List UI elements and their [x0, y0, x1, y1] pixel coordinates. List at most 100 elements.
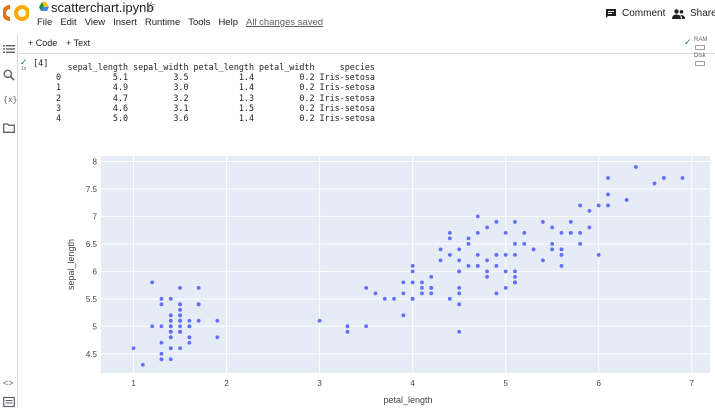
scatter-point [187, 318, 192, 323]
variables-icon[interactable]: {x} [3, 95, 18, 104]
scatter-point [317, 318, 322, 323]
scatter-point [596, 203, 601, 208]
table-cell: 3.2 [173, 92, 189, 103]
table-cell: Iris-setosa [319, 113, 375, 124]
scatter-point [447, 296, 452, 301]
scatter-point [578, 203, 583, 208]
folder-icon[interactable] [3, 122, 15, 134]
scatter-point [401, 291, 406, 296]
table-cell: Iris-setosa [319, 72, 375, 83]
y-tick-label: 8 [93, 157, 98, 166]
scatter-point [540, 220, 545, 224]
add-code-button[interactable]: + Code [28, 38, 58, 48]
scatter-point [215, 318, 220, 323]
share-button[interactable]: Share [672, 8, 715, 19]
save-status[interactable]: All changes saved [245, 17, 324, 28]
scatter-point [178, 346, 182, 351]
menu-insert[interactable]: Insert [113, 17, 137, 28]
scatter-point [475, 252, 480, 257]
exec-time: 1s [21, 66, 27, 72]
scatter-point [345, 324, 350, 329]
search-icon[interactable] [3, 69, 15, 81]
scatter-point [401, 313, 406, 318]
notebook-title[interactable]: scatterchart.ipynb [51, 0, 154, 15]
scatter-point [178, 302, 182, 307]
scatter-point [457, 269, 462, 274]
scatter-point [150, 280, 155, 285]
run-status-check-icon[interactable]: ✓ [20, 57, 28, 67]
table-of-contents-icon[interactable] [3, 43, 15, 55]
scatter-point [159, 357, 164, 362]
menu-tools[interactable]: Tools [188, 17, 211, 28]
menu-file[interactable]: File [37, 17, 53, 28]
colab-logo-icon[interactable] [3, 4, 29, 22]
comment-button[interactable]: Comment [605, 8, 665, 19]
table-row: 0 5.1 3.5 1.4 0.2 Iris-setosa [56, 72, 380, 82]
scatter-point [513, 269, 517, 274]
command-palette-icon[interactable] [3, 396, 15, 408]
scatter-point [187, 324, 192, 329]
comment-icon [606, 9, 616, 18]
add-text-button[interactable]: + Text [66, 38, 91, 48]
menu-help[interactable]: Help [218, 17, 238, 28]
table-cell: 1.4 [238, 82, 255, 93]
scatter-point [457, 329, 462, 334]
row-index: 1 [56, 82, 62, 93]
scatter-point [410, 280, 415, 285]
scatter-point [568, 220, 573, 224]
scatter-point [503, 285, 508, 290]
scatter-point [485, 269, 489, 274]
scatter-point [392, 296, 396, 301]
scatter-point [494, 263, 499, 268]
scatter-point [196, 302, 201, 307]
scatter-point [410, 296, 415, 301]
scatter-point [457, 291, 462, 296]
scatter-point [624, 198, 629, 202]
scatter-point [159, 302, 164, 307]
plot-background [101, 156, 710, 373]
drive-icon [39, 2, 49, 11]
y-tick-label: 6 [93, 267, 98, 276]
star-icon[interactable]: ☆ [146, 0, 157, 13]
scatter-point [373, 291, 378, 296]
column-header: sepal_length [67, 62, 129, 72]
scatter-point [680, 176, 685, 180]
scatter-point [513, 280, 517, 285]
scatter-point [178, 318, 182, 323]
table-cell: 3.5 [173, 72, 189, 83]
table-cell: Iris-setosa [319, 82, 375, 93]
menu-edit[interactable]: Edit [60, 17, 77, 28]
row-index: 3 [56, 102, 62, 113]
scatter-point [196, 318, 201, 323]
table-cell: 0.2 [299, 92, 315, 103]
scatter-point [168, 313, 173, 318]
table-row: 4 5.0 3.6 1.4 0.2 Iris-setosa [56, 113, 380, 123]
scatter-point [410, 269, 415, 274]
scatter-chart[interactable]: 1 2 3 4 5 6 7 4.5 5 5.5 6 6.5 7 7.5 8 petal_length sepal… [60, 150, 710, 406]
scatter-point [559, 263, 564, 268]
scatter-point [159, 324, 164, 329]
scatter-point [140, 362, 145, 367]
row-index: 0 [56, 72, 62, 83]
scatter-point [187, 335, 192, 340]
resource-monitor[interactable]: RAM Disk [694, 36, 715, 68]
scatter-point [420, 285, 424, 290]
scatter-point [401, 280, 406, 285]
scatter-point [578, 241, 583, 246]
app-header: scatterchart.ipynb ☆ File Edit View Inse… [0, 0, 715, 34]
scatter-point [485, 225, 489, 230]
scatter-point [587, 225, 592, 230]
scatter-point [457, 285, 462, 290]
column-header: species [339, 62, 375, 72]
table-cell: Iris-setosa [319, 102, 375, 113]
menu-view[interactable]: View [84, 17, 106, 28]
menu-runtime[interactable]: Runtime [144, 17, 181, 28]
scatter-point [159, 296, 164, 301]
scatter-point [513, 241, 517, 246]
scatter-point [466, 241, 471, 246]
notebook-toolbar: + Code + Text ✓ RAM Disk [18, 34, 715, 66]
scatter-point [168, 329, 173, 334]
code-snippets-icon[interactable]: <> [3, 378, 14, 388]
exec-count: [4] [33, 59, 49, 69]
scatter-point [494, 220, 499, 224]
